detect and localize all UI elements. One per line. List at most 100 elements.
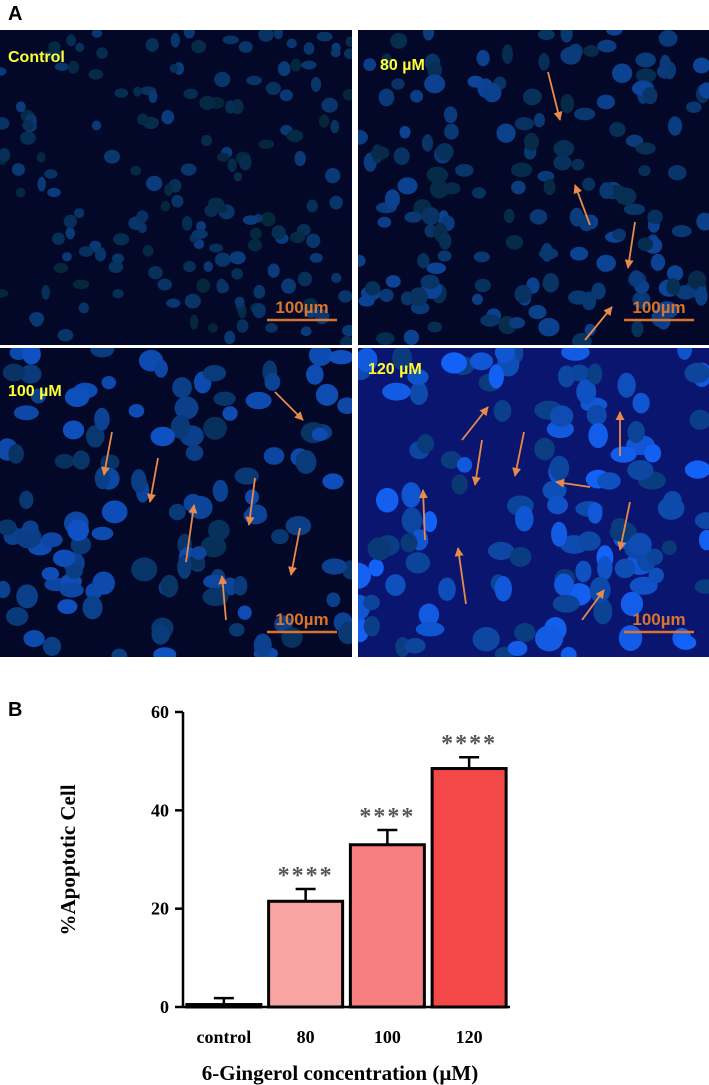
arrow [147,457,159,503]
cell [309,252,323,263]
cell [509,547,532,567]
cell [650,253,666,271]
cell [553,155,572,171]
cell [19,490,34,510]
cell [289,231,306,244]
cell [137,113,149,126]
cell [455,163,474,177]
cell [610,446,637,463]
cell [440,451,462,469]
cell [330,119,340,134]
cell [422,30,435,41]
cell [57,599,78,615]
cell [694,579,709,594]
cell [421,207,440,226]
cell [154,359,168,378]
cell [553,139,575,157]
cell [514,284,532,304]
cell [271,225,286,240]
cell [363,616,380,637]
cell [148,90,158,104]
cell [214,71,231,88]
cell [16,584,38,609]
cell [183,261,196,273]
cell [225,100,236,114]
cell [514,505,534,532]
cell [101,375,117,390]
cell [392,348,413,371]
cell [612,228,627,241]
cell [694,512,709,529]
cell [589,576,611,604]
cell [94,247,107,262]
cell [200,134,213,147]
cell [549,455,570,481]
cell [549,405,574,427]
cell [0,67,7,76]
bar [185,1003,263,1009]
cell [659,54,671,74]
cell [474,278,491,293]
cell [191,229,208,239]
cell [311,427,328,442]
cell [191,546,207,560]
cell [418,603,440,626]
cell [400,533,418,553]
cell [508,317,526,329]
cell [108,260,124,273]
cell [64,387,90,408]
cell [199,95,216,110]
cell [399,125,411,139]
cell [148,266,163,280]
cell [422,511,438,533]
cell [694,286,708,306]
cell [480,314,500,327]
cell [183,88,198,100]
bar [267,899,345,1009]
significance: **** [278,863,334,889]
cell [265,323,278,333]
cell [393,147,410,165]
cell [63,214,77,229]
cell [183,30,195,39]
cell [131,469,147,493]
cell [368,558,384,577]
cell [91,526,114,541]
cell [581,291,597,311]
cell [65,563,83,579]
cell [417,253,430,269]
cell [300,326,312,337]
cell [267,263,280,278]
cell [570,246,589,261]
cell [66,34,76,47]
cell [229,623,245,637]
cell [494,348,515,363]
cell [343,48,352,59]
cell [203,261,213,272]
cell [424,224,437,238]
cell [377,216,392,228]
cell [142,245,154,257]
cell [243,507,268,525]
cell [242,215,259,225]
cell [214,252,231,267]
cell [675,635,697,650]
cell [684,362,709,384]
cell [615,187,637,206]
bar [430,767,508,1009]
cell [451,474,468,495]
cell [253,633,272,657]
cell [88,69,104,80]
cell [253,284,266,299]
cell [534,437,555,461]
cell [11,163,25,176]
cell [379,288,394,302]
scale-bar-label: 100µm [632,610,685,629]
cell [200,535,227,558]
cell [573,107,596,121]
cell [236,319,249,333]
cell [424,74,446,94]
significance: **** [359,804,415,830]
cell [213,391,236,406]
